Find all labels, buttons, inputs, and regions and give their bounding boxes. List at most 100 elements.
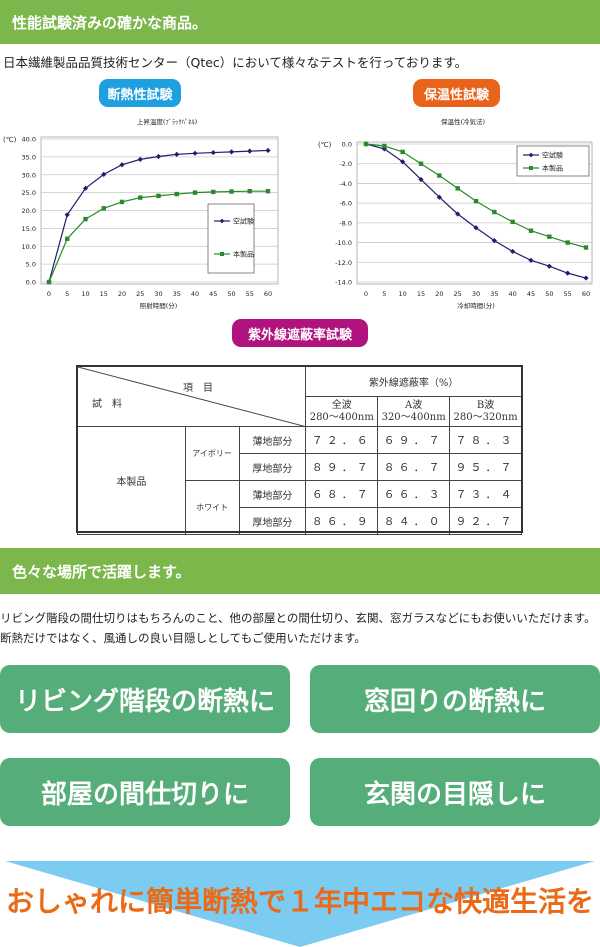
svg-text:35: 35	[490, 290, 498, 298]
svg-text:50: 50	[545, 290, 553, 298]
col-range: 280〜320nm	[453, 411, 518, 423]
svg-text:15: 15	[100, 290, 108, 298]
value-cell: ８６．７	[377, 453, 451, 481]
svg-text:15: 15	[417, 290, 425, 298]
room-partition-button[interactable]: 部屋の間仕切りに	[0, 758, 290, 826]
col-a-wave: A波 320〜400nm	[377, 396, 451, 427]
svg-text:5: 5	[382, 290, 386, 298]
uv-rate-header: 紫外線遮蔽率（%）	[305, 366, 522, 397]
heat-retention-test-badge: 保温性試験	[413, 79, 500, 107]
usage-desc-line2: 断熱だけではなく、風通しの良い目隠しとしてもご使用いただけます。	[0, 631, 366, 645]
value-cell: ９２．７	[449, 507, 522, 535]
svg-text:35.0: 35.0	[22, 153, 36, 161]
svg-text:10.0: 10.0	[22, 243, 36, 251]
part-cell: 厚地部分	[238, 453, 307, 481]
table-row: 厚地部分 ８９．７ ８６．７ ９５．７	[78, 453, 522, 481]
svg-text:(℃): (℃)	[3, 136, 17, 144]
down-arrow-banner	[5, 861, 595, 947]
cta-headline: おしゃれに簡単断熱で１年中エコな快適生活を	[5, 885, 594, 918]
table-row: 厚地部分 ８６．９ ８４．０ ９２．７	[78, 507, 522, 535]
color-cell: ホワイト	[184, 480, 240, 535]
col-name: A波	[405, 399, 423, 411]
svg-text:15.0: 15.0	[22, 225, 36, 233]
section-title: 性能試験済みの確かな商品。	[12, 13, 208, 32]
svg-text:30: 30	[154, 290, 162, 298]
svg-text:10: 10	[81, 290, 89, 298]
svg-text:40.0: 40.0	[22, 136, 36, 144]
svg-text:上昇温度(ﾌﾞﾗｯｸﾊﾟﾈﾙ): 上昇温度(ﾌﾞﾗｯｸﾊﾟﾈﾙ)	[137, 117, 197, 126]
chart-svg: 上昇温度(ﾌﾞﾗｯｸﾊﾟﾈﾙ) 40.0 35.0 30.0 25.0 20.0 15.0 1…	[3, 117, 279, 310]
table-row: 本製品 アイボリー 薄地部分 ７２．６ ６９．７ ７８．３	[77, 426, 522, 535]
insulation-test-badge: 断熱性試験	[99, 79, 181, 107]
value-cell: ７３．４	[449, 480, 522, 508]
color-cell: アイボリー	[184, 426, 240, 481]
section-title: 色々な場所で活躍します。	[12, 562, 191, 581]
value-cell: ９５．７	[449, 453, 522, 481]
badge-label: 断熱性試験	[107, 87, 173, 103]
svg-text:-6.0: -6.0	[339, 200, 352, 208]
uv-shielding-table: 項 目 試 料 紫外線遮蔽率（%） 全波 280〜400nm A波 320〜400n…	[76, 366, 522, 535]
svg-text:20: 20	[118, 290, 126, 298]
col-name: B波	[476, 399, 495, 411]
section-header-usage: 色々な場所で活躍します。	[0, 548, 600, 594]
svg-text:0.0: 0.0	[342, 141, 352, 149]
col-b-wave: B波 280〜320nm	[449, 396, 522, 427]
svg-text:0: 0	[364, 290, 368, 298]
value-cell: ７２．６	[305, 426, 379, 454]
part-cell: 薄地部分	[238, 480, 307, 508]
svg-text:20.0: 20.0	[22, 207, 36, 215]
svg-text:35: 35	[173, 290, 181, 298]
window-button[interactable]: 窓回りの断熱に	[310, 665, 600, 733]
heat-retention-chart: 保温性(冷気法) 0.0 -2.0 -4.0 -6.0 -8.0 -10.0 -12.0 -14…	[300, 112, 600, 317]
button-label: リビング階段の断熱に	[14, 686, 275, 717]
table-row: ホワイト 薄地部分 ６８．７ ６６．３ ７３．４	[78, 480, 522, 535]
svg-text:空試験: 空試験	[233, 217, 254, 226]
svg-text:25.0: 25.0	[22, 189, 36, 197]
svg-text:40: 40	[509, 290, 517, 298]
svg-text:5: 5	[65, 290, 69, 298]
button-label: 窓回りの断熱に	[363, 686, 546, 717]
svg-text:0.0: 0.0	[26, 279, 36, 287]
item-label: 項 目	[183, 383, 213, 394]
entrance-screen-button[interactable]: 玄関の目隠しに	[310, 758, 600, 826]
svg-text:30: 30	[472, 290, 480, 298]
value-cell: ６９．７	[377, 426, 451, 454]
intro-text: 日本繊維製品品質技術センター（Qtec）において様々なテストを行っております。	[3, 55, 468, 70]
svg-text:5.0: 5.0	[26, 261, 36, 269]
chart-svg: 保温性(冷気法) 0.0 -2.0 -4.0 -6.0 -8.0 -10.0 -12.0 -14…	[318, 117, 593, 310]
svg-text:20: 20	[435, 290, 443, 298]
value-cell: ８６．９	[305, 507, 379, 535]
button-label: 部屋の間仕切りに	[40, 779, 249, 810]
svg-text:60: 60	[264, 290, 272, 298]
svg-text:45: 45	[527, 290, 535, 298]
uv-test-badge: 紫外線遮蔽率試験	[232, 319, 368, 347]
svg-text:25: 25	[136, 290, 144, 298]
svg-text:55: 55	[246, 290, 254, 298]
diagonal-line	[78, 367, 307, 427]
col-range: 320〜400nm	[381, 411, 446, 423]
living-stairs-button[interactable]: リビング階段の断熱に	[0, 665, 290, 733]
svg-text:-8.0: -8.0	[339, 219, 352, 227]
svg-text:-2.0: -2.0	[339, 160, 352, 168]
usage-desc-line1: リビング階段の間仕切りはもちろんのこと、他の部屋との間仕切り、玄関、窓ガラスなど…	[0, 611, 596, 625]
value-cell: ８９．７	[305, 453, 379, 481]
value-cell: ６６．３	[377, 480, 451, 508]
svg-text:照射時間(分): 照射時間(分)	[140, 301, 178, 310]
svg-text:-12.0: -12.0	[335, 259, 352, 267]
svg-text:本製品: 本製品	[542, 164, 563, 173]
svg-text:冷却時間(分): 冷却時間(分)	[457, 301, 495, 310]
svg-text:10: 10	[399, 290, 407, 298]
col-full-wave: 全波 280〜400nm	[305, 396, 379, 427]
col-range: 280〜400nm	[309, 411, 374, 423]
svg-text:-14.0: -14.0	[335, 279, 352, 287]
value-cell: ６８．７	[305, 480, 379, 508]
header-diagonal-cell: 項 目 試 料	[76, 366, 307, 427]
badge-label: 紫外線遮蔽率試験	[247, 327, 352, 343]
svg-text:-10.0: -10.0	[335, 239, 352, 247]
svg-text:40: 40	[191, 290, 199, 298]
value-cell: ７８．３	[449, 426, 522, 454]
svg-text:保温性(冷気法): 保温性(冷気法)	[441, 117, 485, 126]
section-header-performance: 性能試験済みの確かな商品。	[0, 0, 600, 44]
part-cell: 厚地部分	[238, 507, 307, 535]
value-cell: ８４．０	[377, 507, 451, 535]
